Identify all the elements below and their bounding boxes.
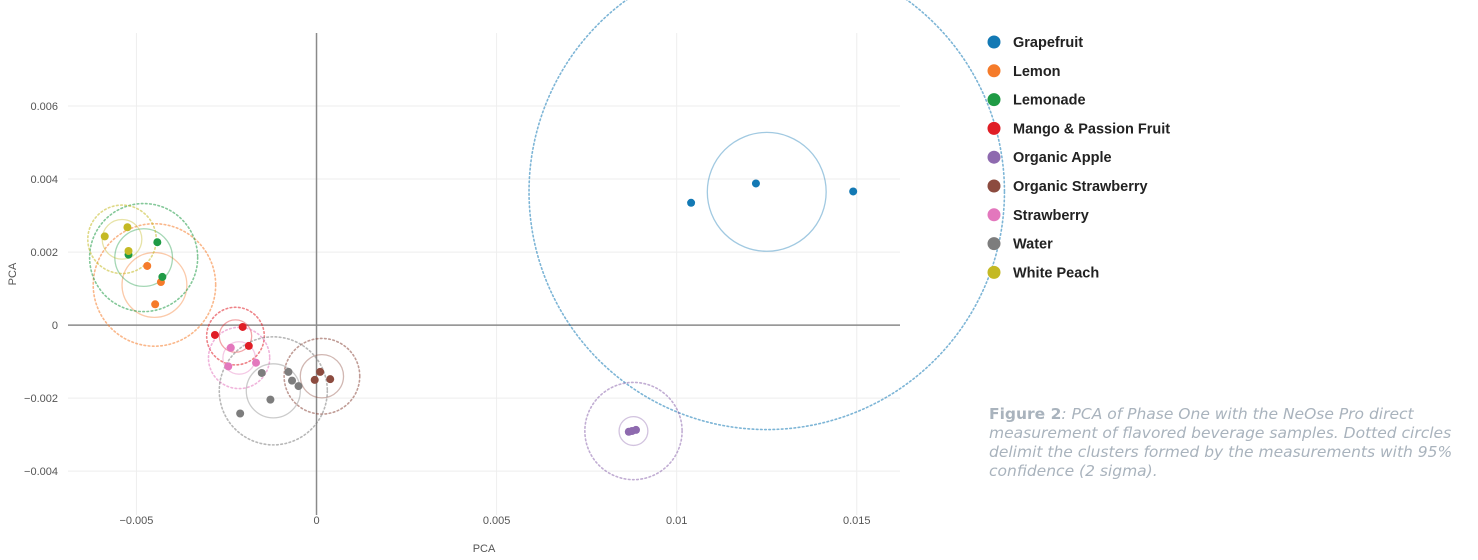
data-point <box>288 376 297 385</box>
legend-marker <box>987 64 1001 78</box>
legend: Grapefruit Lemon Lemonade Mango & Passion F… <box>987 35 1170 281</box>
legend-label: White Peach <box>1013 265 1099 281</box>
legend-marker <box>987 35 1001 49</box>
legend-item: Strawberry <box>987 208 1089 224</box>
confidence-circle-outer <box>283 337 361 415</box>
data-point <box>687 198 696 207</box>
y-tick-label: −0.002 <box>24 393 58 405</box>
legend-item: Organic Apple <box>987 150 1112 166</box>
legend-label: Water <box>1013 237 1053 253</box>
data-point <box>631 425 640 434</box>
legend-item: Grapefruit <box>987 35 1083 51</box>
x-axis-title: PCA <box>473 543 496 555</box>
legend-label: Grapefruit <box>1013 35 1083 51</box>
legend-marker <box>987 265 1001 279</box>
confidence-circle-outer <box>218 336 329 446</box>
legend-label: Lemonade <box>1013 93 1086 109</box>
axes <box>68 33 900 515</box>
data-point <box>210 330 219 339</box>
x-tick-label: 0.005 <box>483 515 511 527</box>
confidence-circle-outer <box>528 0 1006 431</box>
legend-item: Mango & Passion Fruit <box>987 121 1170 137</box>
y-tick-label: 0.004 <box>30 174 58 186</box>
data-point <box>252 358 261 367</box>
tick-labels: −0.005 0 0.005 0.01 0.015 −0.004 −0.002 0 0.002 0… <box>24 101 870 527</box>
x-tick-label: −0.005 <box>119 515 153 527</box>
data-point <box>124 246 133 255</box>
x-tick-label: 0.015 <box>843 515 871 527</box>
grid-lines <box>68 33 900 515</box>
data-point <box>224 362 233 371</box>
legend-marker <box>987 93 1001 107</box>
y-axis-title: PCA <box>7 262 19 285</box>
data-point <box>294 382 303 391</box>
data-point <box>143 261 152 270</box>
legend-marker <box>987 237 1001 251</box>
legend-item: White Peach <box>987 265 1099 281</box>
data-point <box>151 300 160 309</box>
data-point <box>284 367 293 376</box>
figure-label: Figure 2 <box>989 405 1062 423</box>
legend-marker <box>987 208 1001 222</box>
y-tick-label: −0.004 <box>24 466 58 478</box>
confidence-circle-inner <box>222 341 256 375</box>
legend-label: Organic Strawberry <box>1013 179 1148 195</box>
caption-text: : PCA of Phase One with the NeOse Pro di… <box>989 405 1453 480</box>
y-tick-label: 0 <box>52 320 58 332</box>
y-tick-label: 0.002 <box>30 247 58 259</box>
confidence-circle-outer <box>92 222 217 347</box>
data-point <box>123 223 132 232</box>
confidence-circle-inner <box>706 131 827 252</box>
data-point <box>153 238 162 247</box>
data-point <box>236 409 245 418</box>
confidence-circle-inner <box>618 415 649 447</box>
data-point <box>244 341 253 350</box>
x-tick-label: 0.01 <box>666 515 687 527</box>
confidence-circle-outer <box>584 381 683 481</box>
data-point <box>158 272 167 281</box>
data-point <box>326 375 335 384</box>
legend-item: Water <box>987 237 1053 253</box>
data-points <box>100 179 858 436</box>
legend-label: Lemon <box>1013 64 1061 80</box>
confidence-circle-inner <box>245 363 301 419</box>
legend-marker <box>987 179 1001 193</box>
confidence-circle-outer <box>88 202 199 313</box>
legend-item: Lemon <box>987 64 1061 80</box>
legend-item: Lemonade <box>987 93 1086 109</box>
confidence-circle-inner <box>114 228 174 288</box>
data-point <box>238 322 247 331</box>
confidence-circle-outer <box>205 306 266 366</box>
legend-label: Organic Apple <box>1013 150 1112 166</box>
data-point <box>266 395 275 404</box>
legend-label: Strawberry <box>1013 208 1089 224</box>
y-tick-label: 0.006 <box>30 101 58 113</box>
data-point <box>751 179 760 188</box>
legend-marker <box>987 150 1001 164</box>
confidence-circles <box>87 0 1006 481</box>
data-point <box>100 232 109 241</box>
legend-label: Mango & Passion Fruit <box>1013 121 1170 137</box>
legend-marker <box>987 121 1001 135</box>
data-point <box>257 368 266 377</box>
confidence-circle-inner <box>299 353 345 399</box>
figure-caption: Figure 2: PCA of Phase One with the NeOs… <box>989 405 1469 481</box>
x-tick-label: 0 <box>313 515 319 527</box>
legend-item: Organic Strawberry <box>987 179 1148 195</box>
data-point <box>849 187 858 196</box>
data-point <box>316 367 325 376</box>
data-point <box>226 343 235 352</box>
data-point <box>310 375 319 384</box>
